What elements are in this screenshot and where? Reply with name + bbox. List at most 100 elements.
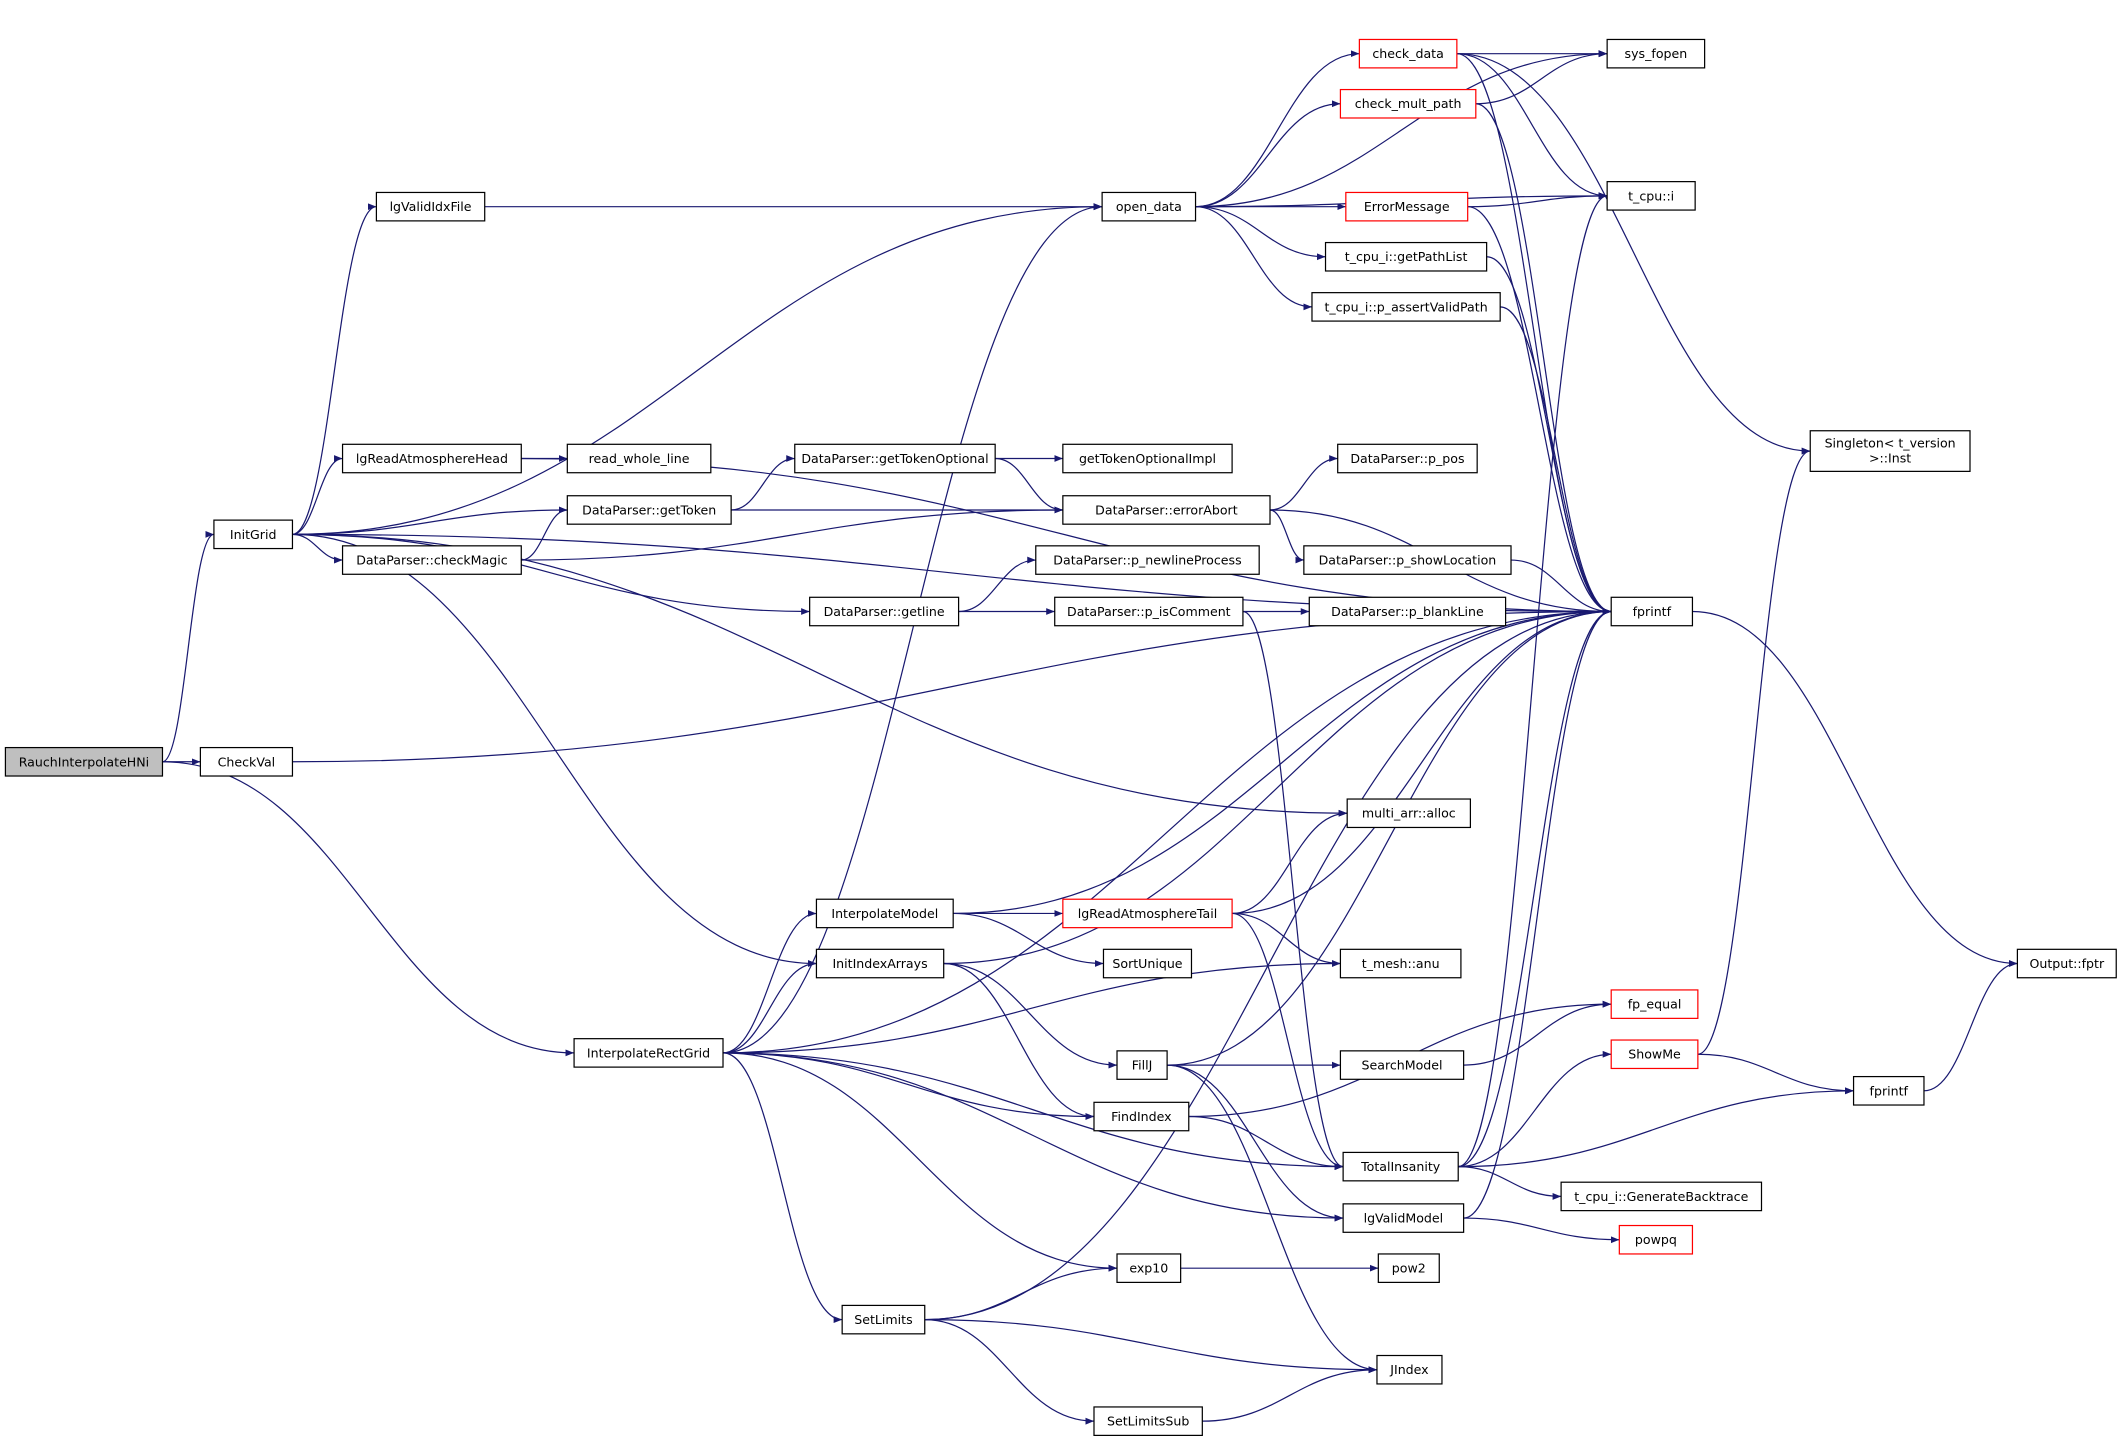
node-piscomment[interactable]: DataParser::p_isComment: [1054, 596, 1244, 627]
node-fprintf[interactable]: fprintf: [1610, 596, 1694, 627]
node-box: [1606, 38, 1706, 69]
node-lgrat[interactable]: lgReadAtmosphereTail: [1062, 898, 1233, 929]
edge-opendata-to-assertpath: [1195, 206, 1312, 311]
node-sysfopen[interactable]: sys_fopen: [1606, 38, 1706, 69]
node-findindex[interactable]: FindIndex: [1093, 1101, 1190, 1132]
node-rauch[interactable]: RauchInterpolateHNi: [4, 746, 164, 777]
edge-initgrid-to-checkmagic: [292, 533, 343, 564]
node-label: DataParser::p_pos: [1350, 451, 1464, 466]
node-checkval[interactable]: CheckVal: [199, 746, 294, 777]
node-box: [566, 495, 732, 525]
node-label: pow2: [1392, 1261, 1426, 1276]
node-interpmodel[interactable]: InterpolateModel: [815, 898, 954, 929]
edge-initgrid-to-opendata: [292, 203, 1103, 535]
node-fprintf2[interactable]: fprintf: [1852, 1075, 1925, 1106]
node-box: [1093, 1101, 1190, 1132]
edge-initgrid-to-gettoken: [292, 506, 568, 535]
node-errmsg[interactable]: ErrorMessage: [1345, 191, 1469, 222]
node-pblank[interactable]: DataParser::p_blankLine: [1308, 596, 1507, 627]
node-singleton[interactable]: Singleton< t_version>::Inst: [1809, 430, 1971, 472]
node-fptr[interactable]: Output::fptr: [2016, 948, 2117, 979]
edge-checkmagic-to-gettoken: [521, 506, 568, 561]
edge-gto-to-errabort: [995, 457, 1063, 514]
node-box: [573, 1038, 724, 1068]
node-box: [1342, 1151, 1459, 1182]
edge-checkmult-to-fprintf: [1475, 103, 1612, 615]
node-checkdata[interactable]: check_data: [1358, 38, 1458, 69]
node-fillj[interactable]: FillJ: [1116, 1050, 1168, 1080]
node-box: [1324, 241, 1488, 272]
node-assertpath[interactable]: t_cpu_i::p_assertValidPath: [1311, 292, 1501, 322]
node-label: fp_equal: [1628, 997, 1682, 1012]
edge-irg-to-lgvalidmodel: [723, 1052, 1344, 1222]
node-lgvalidmodel[interactable]: lgValidModel: [1342, 1203, 1465, 1233]
node-lgvalididx[interactable]: lgValidIdxFile: [375, 191, 486, 222]
node-fpequal[interactable]: fp_equal: [1610, 989, 1699, 1019]
node-label: exp10: [1129, 1261, 1168, 1276]
edge-assertpath-to-fprintf: [1500, 306, 1612, 615]
node-initidx[interactable]: InitIndexArrays: [815, 948, 945, 979]
node-label: DataParser::errorAbort: [1095, 502, 1238, 517]
node-setlimitssub[interactable]: SetLimitsSub: [1093, 1406, 1203, 1436]
edge-opendata-to-checkmult: [1195, 100, 1341, 208]
node-box: [213, 519, 294, 550]
node-label: check_data: [1372, 46, 1443, 61]
node-gto[interactable]: DataParser::getTokenOptional: [794, 443, 996, 474]
node-showme[interactable]: ShowMe: [1610, 1039, 1699, 1070]
node-sortunique[interactable]: SortUnique: [1102, 948, 1193, 979]
node-backtrace[interactable]: t_cpu_i::GenerateBacktrace: [1560, 1181, 1763, 1212]
node-label: CheckVal: [218, 754, 276, 769]
node-searchmodel[interactable]: SearchModel: [1339, 1050, 1465, 1080]
node-pshow[interactable]: DataParser::p_showLocation: [1303, 545, 1512, 575]
node-box: [1062, 898, 1233, 929]
node-box: [1618, 1224, 1694, 1255]
node-checkmult[interactable]: check_mult_path: [1339, 88, 1477, 119]
node-totalins[interactable]: TotalInsanity: [1342, 1151, 1459, 1182]
node-tcpui[interactable]: t_cpu::i: [1606, 181, 1696, 211]
node-errabort[interactable]: DataParser::errorAbort: [1062, 495, 1271, 525]
node-irg[interactable]: InterpolateRectGrid: [573, 1038, 724, 1068]
node-label: t_cpu_i::p_assertValidPath: [1324, 299, 1487, 314]
node-label: RauchInterpolateHNi: [19, 754, 149, 769]
node-box: [1303, 545, 1512, 575]
edge-interpmodel-to-sortunique: [953, 912, 1104, 967]
node-alloc[interactable]: multi_arr::alloc: [1346, 798, 1472, 829]
node-box: [1308, 596, 1507, 627]
edge-initidx-to-findindex: [943, 962, 1094, 1120]
node-lgrah[interactable]: lgReadAtmosphereHead: [341, 443, 522, 474]
node-label: DataParser::getline: [824, 604, 945, 619]
node-initgrid[interactable]: InitGrid: [213, 519, 294, 550]
node-box: [1809, 430, 1971, 472]
node-opendata[interactable]: open_data: [1101, 191, 1197, 222]
node-box: [815, 898, 954, 929]
edge-setlimits-to-jindex: [924, 1319, 1377, 1374]
edge-totalins-to-fprintf: [1458, 608, 1612, 1168]
node-ppos[interactable]: DataParser::p_pos: [1337, 443, 1478, 474]
edge-irg-to-setlimits: [723, 1052, 843, 1323]
node-label: FindIndex: [1111, 1109, 1172, 1124]
edge-totalins-to-tcpui: [1458, 192, 1608, 1168]
node-gtoi[interactable]: getTokenOptionalImpl: [1062, 443, 1233, 474]
node-pow2[interactable]: pow2: [1377, 1253, 1440, 1284]
node-box: [1339, 88, 1477, 119]
edge-errmsg-to-fprintf: [1467, 206, 1612, 615]
edge-opendata-to-checkdata: [1195, 50, 1360, 208]
node-label: ErrorMessage: [1364, 199, 1450, 214]
node-label: fprintf: [1870, 1083, 1909, 1098]
node-getpathlist[interactable]: t_cpu_i::getPathList: [1324, 241, 1488, 272]
node-pnl[interactable]: DataParser::p_newlineProcess: [1035, 545, 1260, 575]
node-gettoken[interactable]: DataParser::getToken: [566, 495, 732, 525]
node-anu[interactable]: t_mesh::anu: [1339, 948, 1462, 979]
edge-interpmodel-to-fprintf: [953, 608, 1612, 915]
node-setlimits[interactable]: SetLimits: [841, 1304, 926, 1335]
edge-gettoken-to-gto: [731, 455, 795, 511]
node-checkmagic[interactable]: DataParser::checkMagic: [341, 545, 522, 575]
node-powpq[interactable]: powpq: [1618, 1224, 1694, 1255]
node-jindex[interactable]: JIndex: [1376, 1354, 1443, 1385]
node-box: [1337, 443, 1478, 474]
node-rwl[interactable]: read_whole_line: [566, 443, 712, 474]
node-box: [1054, 596, 1244, 627]
node-getline[interactable]: DataParser::getline: [809, 596, 960, 627]
node-exp10[interactable]: exp10: [1116, 1253, 1182, 1284]
edge-showme-to-singleton: [1697, 447, 1811, 1055]
